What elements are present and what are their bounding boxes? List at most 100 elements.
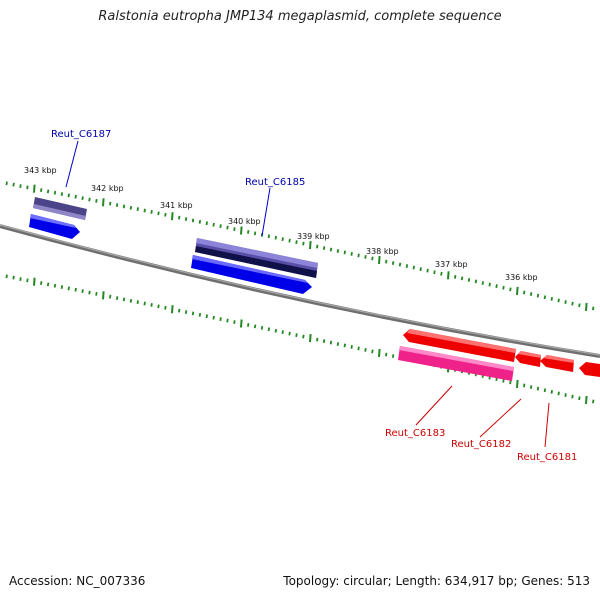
minor-tick <box>184 217 188 221</box>
minor-tick <box>529 385 533 389</box>
minor-tick <box>509 287 512 292</box>
minor-tick <box>164 305 167 310</box>
major-tick <box>102 198 105 207</box>
minor-tick <box>129 205 133 210</box>
minor-tick <box>336 342 340 346</box>
minor-tick <box>184 310 188 314</box>
minor-tick <box>543 388 547 393</box>
minor-tick <box>19 184 22 188</box>
minor-tick <box>67 193 70 198</box>
gene-label-c6183[interactable]: Reut_C6183 <box>385 428 445 439</box>
minor-tick <box>74 287 77 292</box>
minor-tick <box>253 231 257 236</box>
minor-tick <box>150 210 153 214</box>
minor-tick <box>536 293 540 298</box>
minor-tick <box>212 222 215 227</box>
major-tick <box>240 226 243 235</box>
kbp-labels: 343 kbp 342 kbp 341 kbp 340 kbp 339 kbp … <box>24 166 538 282</box>
major-tick <box>33 277 36 286</box>
minor-tick <box>26 185 29 190</box>
minor-tick <box>281 237 284 242</box>
gene-labels: Reut_C6187 Reut_C6185 Reut_C6183 Reut_C6… <box>51 129 577 463</box>
orf-bar-c6185-light <box>196 238 318 268</box>
minor-tick <box>115 203 119 207</box>
minor-tick <box>454 274 457 279</box>
minor-tick <box>109 201 112 206</box>
minor-tick <box>247 230 250 234</box>
minor-tick <box>578 303 581 308</box>
minor-tick <box>288 238 291 243</box>
leader-line-c6187 <box>65 140 79 188</box>
minor-tick <box>5 274 8 279</box>
minor-tick <box>536 386 540 391</box>
minor-tick <box>523 383 526 388</box>
minor-tick <box>53 283 57 288</box>
minor-tick <box>426 268 429 273</box>
cds-arrow-c6185-light <box>192 255 308 283</box>
gene-label-c6182[interactable]: Reut_C6182 <box>451 439 511 450</box>
minor-tick <box>260 325 264 330</box>
minor-tick <box>60 285 64 289</box>
gene-label-c6187[interactable]: Reut_C6187 <box>51 129 111 140</box>
minor-tick <box>336 249 340 253</box>
minor-tick <box>550 389 553 394</box>
cds-arrow-c6183-light <box>407 329 516 353</box>
minor-tick <box>316 337 319 342</box>
major-tick <box>378 255 381 265</box>
minor-tick <box>12 182 15 187</box>
minor-tick <box>164 212 167 217</box>
minor-tick <box>350 345 353 349</box>
kbp-label-338: 338 kbp <box>366 247 399 256</box>
minor-tick <box>412 265 415 270</box>
minor-tick <box>288 331 291 336</box>
leader-line-c6181 <box>544 402 550 448</box>
cds-arrow-partial[interactable] <box>579 362 600 377</box>
minor-tick <box>322 339 326 343</box>
cds-arrow-c6181-light <box>543 355 574 363</box>
minor-tick <box>143 301 146 306</box>
kbp-label-339: 339 kbp <box>297 232 330 241</box>
minor-tick <box>385 259 388 264</box>
minor-tick <box>157 304 160 309</box>
minor-tick <box>391 354 395 358</box>
minor-tick <box>295 240 298 245</box>
minor-tick <box>557 298 560 303</box>
major-tick <box>309 334 312 343</box>
minor-tick <box>509 380 512 385</box>
minor-tick <box>191 311 195 316</box>
minor-tick <box>60 192 64 196</box>
minor-tick <box>281 330 284 335</box>
minor-tick <box>419 267 422 272</box>
gene-label-c6181[interactable]: Reut_C6181 <box>517 452 577 463</box>
major-tick <box>33 184 36 193</box>
minor-tick <box>219 224 222 229</box>
minor-tick <box>67 286 70 291</box>
minor-tick <box>88 290 91 295</box>
minor-tick <box>302 241 305 246</box>
minor-tick <box>502 285 505 290</box>
minor-tick <box>136 300 139 305</box>
minor-tick <box>364 255 367 259</box>
minor-tick <box>40 188 43 192</box>
minor-tick <box>391 261 395 265</box>
minor-tick <box>592 306 595 311</box>
minor-tick <box>495 284 498 289</box>
sequence-summary: Topology: circular; Length: 634,917 bp; … <box>283 574 590 588</box>
minor-tick <box>115 296 119 300</box>
gene-label-c6185[interactable]: Reut_C6185 <box>245 177 305 188</box>
minor-tick <box>357 253 360 258</box>
minor-tick <box>46 189 50 194</box>
kbp-label-337: 337 kbp <box>435 260 468 269</box>
minor-tick <box>571 301 574 306</box>
minor-tick <box>267 327 271 332</box>
cds-arrow-c6182-light <box>518 351 541 358</box>
minor-tick <box>178 215 181 220</box>
minor-tick <box>212 315 215 320</box>
minor-tick <box>364 348 367 352</box>
minor-tick <box>53 190 57 195</box>
reverse-features <box>398 329 600 381</box>
minor-tick <box>357 346 360 351</box>
minor-tick <box>178 308 181 313</box>
minor-tick <box>592 399 595 404</box>
